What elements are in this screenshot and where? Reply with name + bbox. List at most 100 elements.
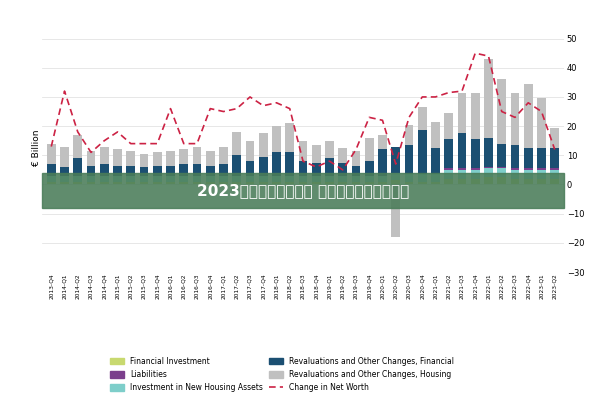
Bar xyxy=(537,179,546,184)
Bar xyxy=(232,182,241,184)
Bar xyxy=(325,141,334,158)
Bar xyxy=(47,144,56,164)
Bar xyxy=(378,176,387,182)
Bar xyxy=(378,182,387,184)
Bar xyxy=(365,182,374,184)
Bar xyxy=(153,152,161,166)
Bar xyxy=(153,176,161,182)
Bar xyxy=(404,174,413,182)
Bar xyxy=(445,139,453,168)
Bar xyxy=(431,182,440,184)
Bar xyxy=(391,180,400,184)
Bar xyxy=(391,146,400,173)
Bar xyxy=(325,182,334,184)
Bar xyxy=(484,59,493,138)
Bar xyxy=(511,92,519,145)
Bar xyxy=(219,182,228,184)
Bar xyxy=(418,182,427,184)
Bar xyxy=(259,157,268,176)
Bar xyxy=(484,168,493,177)
Bar xyxy=(312,145,320,162)
Bar xyxy=(259,176,268,182)
Bar xyxy=(127,166,135,176)
Bar xyxy=(127,176,135,182)
Bar xyxy=(179,150,188,164)
Bar xyxy=(325,158,334,176)
Bar xyxy=(166,166,175,176)
Bar xyxy=(272,176,281,182)
Bar xyxy=(352,151,361,166)
Bar xyxy=(458,179,466,184)
Bar xyxy=(73,158,82,176)
Bar xyxy=(113,176,122,182)
Bar xyxy=(431,174,440,182)
Bar xyxy=(113,150,122,166)
Bar xyxy=(445,113,453,139)
Bar xyxy=(484,167,493,168)
Bar xyxy=(511,179,519,184)
Bar xyxy=(312,162,320,176)
Bar xyxy=(352,182,361,184)
Bar xyxy=(166,176,175,182)
Bar xyxy=(100,146,109,164)
Bar xyxy=(127,182,135,184)
Bar xyxy=(113,166,122,176)
Bar xyxy=(431,122,440,148)
Bar xyxy=(497,177,506,184)
Bar xyxy=(445,168,453,170)
Bar xyxy=(299,176,307,182)
Bar xyxy=(140,167,148,176)
Bar xyxy=(338,182,347,184)
Bar xyxy=(153,166,161,176)
Bar xyxy=(193,182,202,184)
Bar xyxy=(153,182,161,184)
Bar xyxy=(537,148,546,168)
Bar xyxy=(100,164,109,176)
Bar xyxy=(431,148,440,174)
Bar xyxy=(100,182,109,184)
Bar xyxy=(193,176,202,182)
Bar xyxy=(60,146,69,167)
Bar xyxy=(272,126,281,152)
Bar xyxy=(245,161,254,176)
Bar xyxy=(259,134,268,157)
Bar xyxy=(511,170,519,179)
Text: 2023十大股票配资平台 澳门火锅加盟详情攻略: 2023十大股票配资平台 澳门火锅加盟详情攻略 xyxy=(197,183,409,198)
Bar xyxy=(47,176,56,182)
Bar xyxy=(87,176,95,182)
Bar xyxy=(179,182,188,184)
Bar xyxy=(338,162,347,176)
Bar xyxy=(352,176,361,182)
Bar xyxy=(206,176,215,182)
Bar xyxy=(219,164,228,176)
Bar xyxy=(484,138,493,167)
Bar xyxy=(166,182,175,184)
Bar xyxy=(245,176,254,182)
Bar xyxy=(391,184,400,237)
Bar xyxy=(537,98,546,148)
Bar xyxy=(524,170,533,179)
Bar xyxy=(87,151,95,166)
Bar xyxy=(550,128,559,148)
Bar xyxy=(60,182,69,184)
Bar xyxy=(73,176,82,182)
Legend: Financial Investment, Liabilities, Investment in New Housing Assets, Revaluation: Financial Investment, Liabilities, Inves… xyxy=(110,357,454,392)
Bar xyxy=(511,145,519,168)
Bar xyxy=(73,135,82,158)
Bar xyxy=(497,167,506,168)
Bar xyxy=(365,176,374,182)
Bar xyxy=(550,148,559,168)
Bar xyxy=(219,146,228,164)
Bar xyxy=(471,179,479,184)
Bar xyxy=(338,148,347,162)
Bar xyxy=(418,130,427,174)
Bar xyxy=(404,125,413,145)
Bar xyxy=(497,144,506,167)
Bar xyxy=(47,182,56,184)
Bar xyxy=(352,166,361,176)
Bar xyxy=(166,151,175,166)
Bar xyxy=(365,138,374,161)
Bar xyxy=(484,177,493,184)
Bar xyxy=(87,166,95,176)
Bar xyxy=(272,152,281,176)
